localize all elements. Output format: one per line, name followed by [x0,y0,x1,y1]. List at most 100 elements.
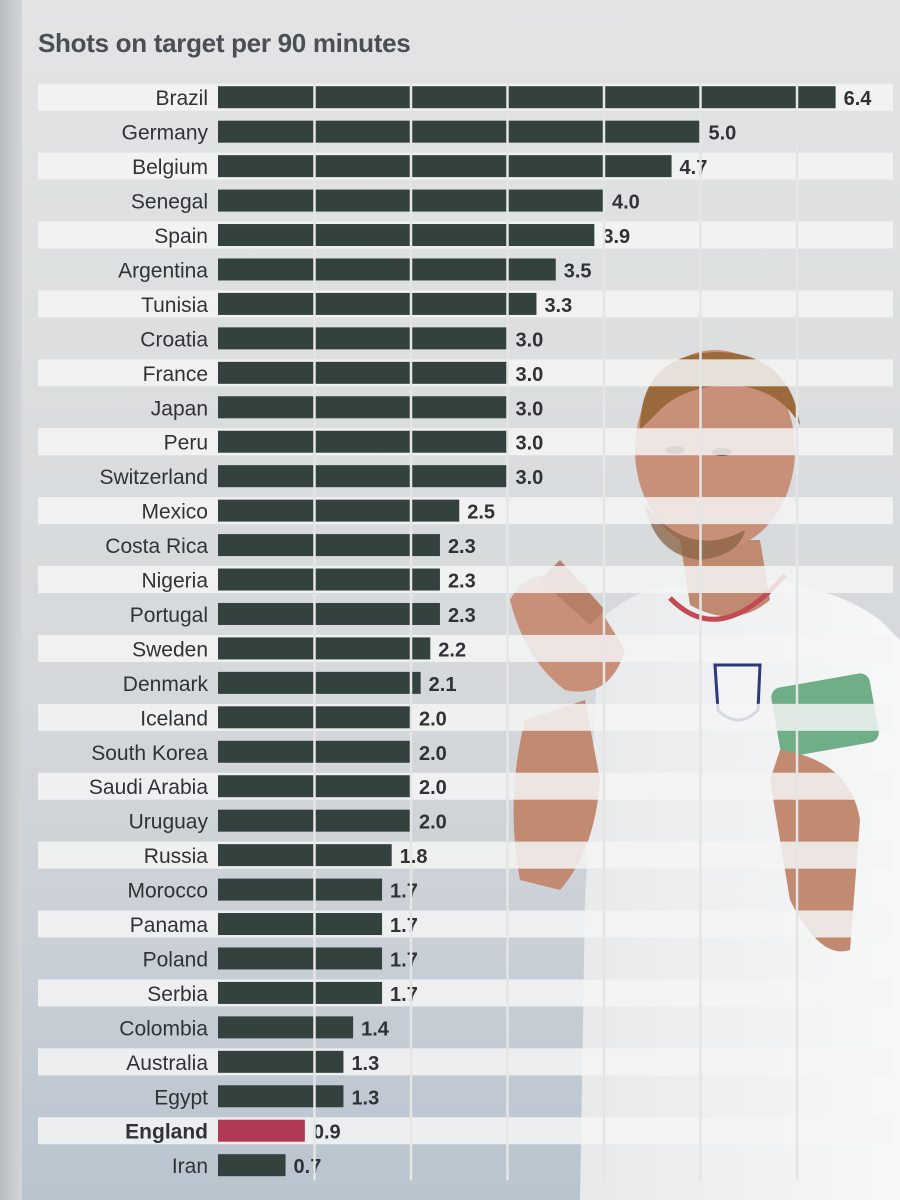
category-label: Serbia [147,983,208,1006]
category-label: Denmark [123,673,209,696]
value-label: 1.8 [400,846,428,868]
paper-edge [0,0,22,1200]
category-label: Peru [164,432,208,455]
value-label: 2.1 [429,674,457,696]
value-label: 0.9 [313,1122,341,1144]
bar [218,878,383,901]
bar [218,913,383,936]
bar [218,947,383,970]
bar [218,534,440,557]
category-label: Mexico [141,501,208,524]
bar [218,568,440,591]
category-label: Egypt [154,1086,208,1109]
category-label: Costa Rica [105,535,208,558]
value-label: 2.3 [448,571,476,593]
value-label: 3.9 [602,226,630,248]
category-label: Saudi Arabia [89,776,208,799]
category-label: Russia [144,845,209,868]
category-label: Poland [143,948,208,971]
value-label: 3.5 [564,260,592,282]
category-label: Colombia [119,1017,208,1040]
value-label: 3.0 [516,398,544,420]
category-label: Tunisia [141,294,208,317]
bar [218,120,701,143]
value-label: 3.0 [516,433,544,455]
category-label: Japan [151,397,208,420]
bar [218,396,508,419]
value-label: 1.7 [390,984,418,1006]
value-label: 1.3 [351,1053,379,1075]
bar [218,637,431,660]
value-label: 3.3 [544,295,572,317]
value-label: 2.3 [448,536,476,558]
bar [218,1085,344,1108]
value-label: 1.7 [390,915,418,937]
row-stripe [38,703,893,731]
value-label: 2.0 [419,708,447,730]
bar [218,327,508,350]
row-stripe [38,634,893,662]
value-label: 2.0 [419,812,447,834]
value-label: 2.3 [448,605,476,627]
category-label: Senegal [131,191,208,214]
bar [218,1154,286,1177]
category-label: Iran [172,1155,208,1178]
category-label: Sweden [132,638,208,661]
category-label: England [125,1121,208,1144]
category-label: Belgium [132,156,208,179]
row-stripe [38,841,893,869]
value-label: 1.7 [390,881,418,903]
row-stripe [38,910,893,938]
category-label: France [143,363,208,386]
category-label: Panama [130,914,209,937]
row-stripe [38,979,893,1007]
bar [218,292,537,315]
bar [218,430,508,453]
category-label: Brazil [155,87,208,110]
category-label: Iceland [140,707,208,730]
value-label: 3.0 [516,364,544,386]
value-label: 1.4 [361,1018,390,1040]
value-label: 0.7 [294,1156,322,1178]
bar [218,499,460,522]
value-label: 4.7 [680,157,708,179]
bar [218,465,508,488]
category-label: Portugal [130,604,208,627]
bar [218,1050,344,1073]
row-stripe [38,1117,893,1145]
bar [218,602,440,625]
bar [218,671,421,694]
bar [218,1016,354,1039]
bar [218,86,836,109]
bar [218,155,672,178]
row-stripe [38,497,893,525]
bar [218,981,383,1004]
value-label: 3.0 [516,329,544,351]
value-label: 1.3 [351,1087,379,1109]
bar [218,844,392,867]
value-label: 1.7 [390,949,418,971]
category-label: Spain [154,225,208,248]
value-label: 4.0 [612,192,640,214]
bar [218,361,508,384]
category-label: Croatia [140,328,208,351]
value-label: 6.4 [844,88,873,110]
category-label: Uruguay [129,811,209,834]
bar [218,1119,305,1142]
category-label: Australia [126,1052,208,1075]
category-label: Nigeria [141,570,208,593]
value-label: 2.5 [467,502,495,524]
row-stripe [38,772,893,800]
category-label: Argentina [118,259,208,282]
bar [218,224,595,247]
category-label: Switzerland [99,466,208,489]
category-label: Morocco [127,880,208,903]
value-label: 2.0 [419,743,447,765]
value-label: 5.0 [709,123,737,145]
value-label: 2.2 [438,639,466,661]
bar [218,258,556,281]
value-label: 3.0 [516,467,544,489]
category-label: South Korea [91,742,208,765]
